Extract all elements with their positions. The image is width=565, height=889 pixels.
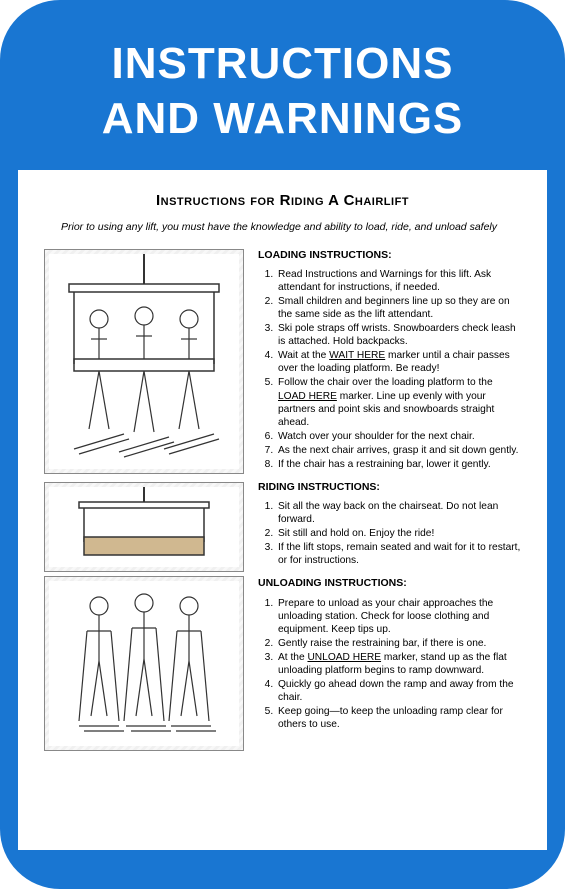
content-panel: Instructions for Riding A Chairlift Prio… — [18, 170, 547, 850]
title-line-1: INSTRUCTIONS — [112, 39, 454, 88]
list-item: Small children and beginners line up so … — [276, 295, 521, 321]
unloading-list: Prepare to unload as your chair approach… — [258, 597, 521, 731]
list-item: Quickly go ahead down the ramp and away … — [276, 678, 521, 704]
riding-list: Sit all the way back on the chairseat. D… — [258, 500, 521, 567]
list-item: Keep going—to keep the unloading ramp cl… — [276, 705, 521, 731]
list-item: If the lift stops, remain seated and wai… — [276, 541, 521, 567]
list-item: Follow the chair over the loading platfo… — [276, 376, 521, 428]
intro-text: Prior to using any lift, you must have t… — [44, 221, 497, 235]
section-title-riding: RIDING INSTRUCTIONS: — [258, 481, 521, 494]
list-item: Prepare to unload as your chair approach… — [276, 597, 521, 636]
subtitle: Instructions for Riding A Chairlift — [44, 192, 521, 209]
list-item: At the UNLOAD HERE marker, stand up as t… — [276, 651, 521, 677]
header-title: INSTRUCTIONS AND WARNINGS — [18, 36, 547, 146]
section-title-unloading: UNLOADING INSTRUCTIONS: — [258, 577, 521, 590]
body-grid: LOADING INSTRUCTIONS: Read Instructions … — [44, 249, 521, 751]
loading-list: Read Instructions and Warnings for this … — [258, 268, 521, 471]
sign-container: INSTRUCTIONS AND WARNINGS Instructions f… — [0, 0, 565, 889]
list-item: Watch over your shoulder for the next ch… — [276, 430, 521, 443]
illustration-column — [44, 249, 244, 751]
instructions-column: LOADING INSTRUCTIONS: Read Instructions … — [258, 249, 521, 751]
title-line-2: AND WARNINGS — [102, 94, 464, 143]
unloading-illustration — [44, 576, 244, 751]
list-item: Wait at the WAIT HERE marker until a cha… — [276, 349, 521, 375]
chairlift-seated-illustration — [44, 249, 244, 474]
list-item: Sit still and hold on. Enjoy the ride! — [276, 527, 521, 540]
section-title-loading: LOADING INSTRUCTIONS: — [258, 249, 521, 262]
list-item: Sit all the way back on the chairseat. D… — [276, 500, 521, 526]
list-item: If the chair has a restraining bar, lowe… — [276, 458, 521, 471]
header: INSTRUCTIONS AND WARNINGS — [18, 18, 547, 170]
list-item: As the next chair arrives, grasp it and … — [276, 444, 521, 457]
list-item: Gently raise the restraining bar, if the… — [276, 637, 521, 650]
empty-chair-illustration — [44, 482, 244, 572]
list-item: Ski pole straps off wrists. Snowboarders… — [276, 322, 521, 348]
list-item: Read Instructions and Warnings for this … — [276, 268, 521, 294]
